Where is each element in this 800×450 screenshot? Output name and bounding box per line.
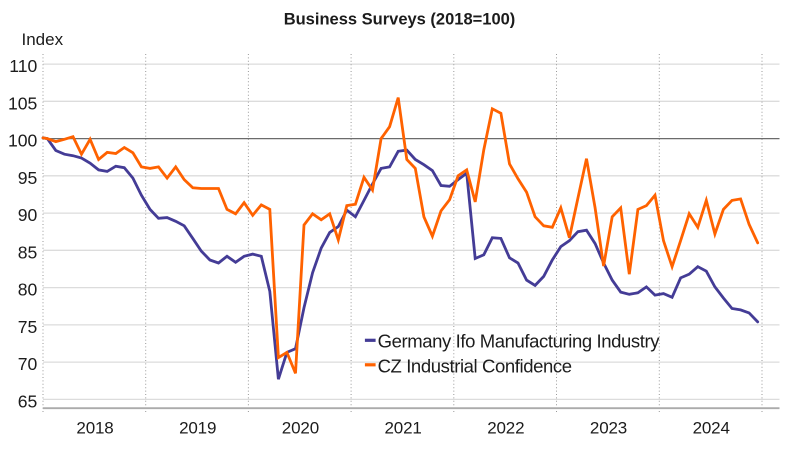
svg-text:70: 70 xyxy=(18,354,38,374)
svg-text:85: 85 xyxy=(18,242,38,262)
svg-text:90: 90 xyxy=(18,205,38,225)
svg-text:100: 100 xyxy=(8,131,38,151)
svg-text:CZ Industrial Confidence: CZ Industrial Confidence xyxy=(378,356,572,377)
svg-text:2019: 2019 xyxy=(179,419,216,438)
svg-text:2021: 2021 xyxy=(384,419,421,438)
svg-text:Index: Index xyxy=(22,30,64,49)
svg-text:2020: 2020 xyxy=(282,419,319,438)
svg-text:75: 75 xyxy=(18,317,38,337)
svg-text:80: 80 xyxy=(18,280,38,300)
svg-text:2018: 2018 xyxy=(76,419,113,438)
svg-text:110: 110 xyxy=(9,56,37,76)
svg-text:2024: 2024 xyxy=(693,419,730,438)
svg-text:2022: 2022 xyxy=(487,419,524,438)
svg-text:105: 105 xyxy=(8,93,38,113)
svg-text:2023: 2023 xyxy=(590,419,627,438)
svg-text:95: 95 xyxy=(18,168,38,188)
svg-text:Germany Ifo Manufacturing Indu: Germany Ifo Manufacturing Industry xyxy=(378,331,661,352)
svg-text:65: 65 xyxy=(18,391,38,411)
svg-text:Business Surveys (2018=100): Business Surveys (2018=100) xyxy=(284,10,516,28)
